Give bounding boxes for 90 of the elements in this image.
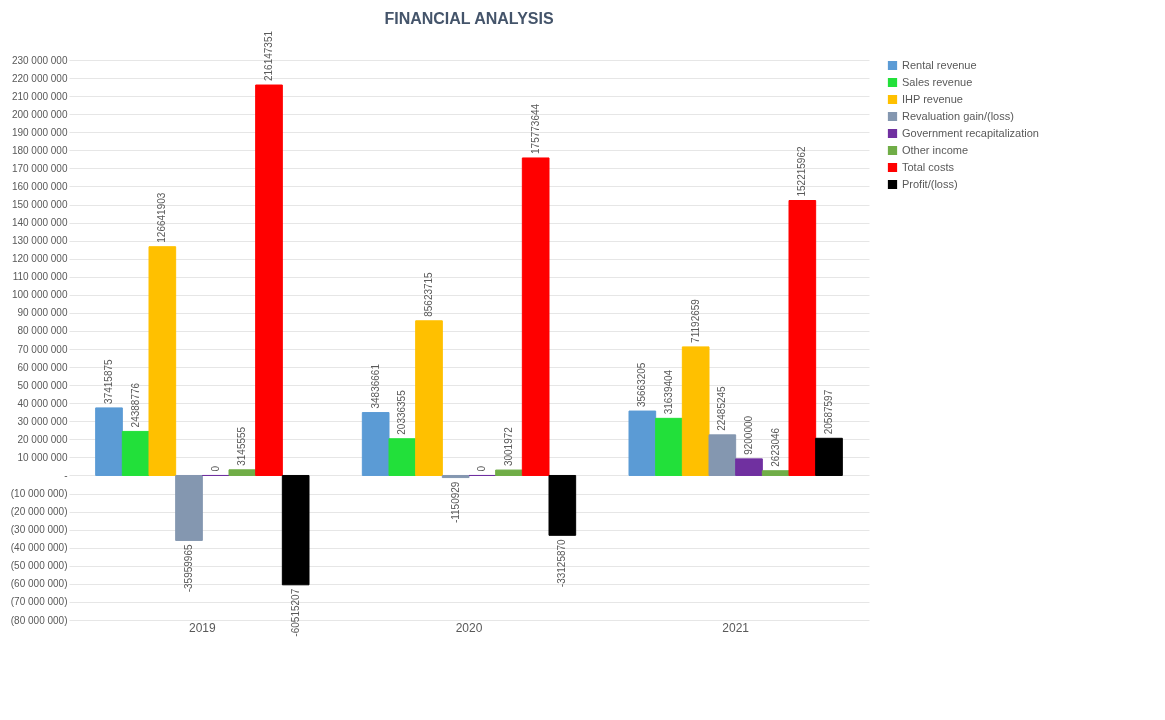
data-label: 22485245 — [716, 385, 728, 431]
bar — [761, 470, 790, 476]
y-tick-label: 220 000 000 — [11, 72, 68, 84]
legend-label: Sales revenue — [902, 75, 973, 88]
data-label: -35959965 — [183, 544, 194, 593]
data-label: 35663205 — [636, 362, 648, 408]
y-tick-label: (70 000 000) — [10, 596, 68, 608]
data-label: 34836661 — [369, 363, 381, 409]
bar — [495, 469, 523, 476]
data-label: 71192659 — [689, 298, 701, 343]
bar — [681, 346, 710, 476]
bar — [735, 458, 763, 476]
y-tick-label: - — [64, 469, 68, 481]
data-label: -60515207 — [289, 588, 301, 637]
y-tick-label: (80 000 000) — [10, 614, 68, 626]
data-label: 20587597 — [823, 389, 834, 435]
data-label: 126641903 — [156, 192, 168, 243]
y-tick-label: 130 000 000 — [11, 235, 68, 247]
legend-label: Total costs — [902, 160, 955, 173]
y-tick-label: 30 000 000 — [17, 415, 68, 427]
y-tick-label: 160 000 000 — [11, 180, 68, 192]
y-tick-label: (10 000 000) — [10, 488, 68, 500]
legend-label: Rental revenue — [902, 58, 977, 71]
bar — [815, 437, 843, 476]
y-tick-label: 40 000 000 — [17, 397, 68, 409]
bar — [708, 434, 737, 476]
bar — [548, 474, 577, 536]
y-tick-label: 100 000 000 — [11, 289, 68, 301]
legend-label: IHP revenue — [902, 92, 963, 105]
y-tick-label: 200 000 000 — [11, 108, 68, 120]
bar — [175, 474, 203, 541]
bar — [228, 469, 257, 476]
bar — [388, 438, 417, 476]
y-tick-label: 230 000 000 — [11, 54, 68, 66]
y-tick-label: 50 000 000 — [17, 379, 68, 391]
data-label: 3145555 — [236, 426, 248, 466]
bar — [361, 412, 390, 476]
data-label: 9200000 — [743, 415, 754, 455]
bar — [628, 410, 657, 476]
y-tick-label: (50 000 000) — [10, 560, 68, 572]
y-tick-label: 70 000 000 — [17, 343, 68, 355]
data-label: 3001972 — [503, 426, 514, 467]
y-tick-label: 210 000 000 — [11, 90, 68, 102]
bar — [255, 84, 283, 476]
y-tick-label: 10 000 000 — [17, 451, 68, 463]
x-tick-label: 2019 — [188, 620, 216, 635]
x-tick-label: 2020 — [455, 620, 483, 635]
data-label: 175773644 — [529, 103, 541, 154]
bar — [121, 430, 150, 476]
data-label: 85623715 — [423, 271, 434, 317]
y-tick-label: (30 000 000) — [10, 524, 68, 536]
legend-label: Revaluation gain/(loss) — [902, 109, 1014, 122]
data-label: 152215962 — [796, 146, 808, 197]
legend-label: Other income — [902, 143, 969, 156]
x-tick-label: 2021 — [722, 620, 750, 635]
data-label: 24388776 — [129, 382, 141, 428]
bar — [441, 474, 470, 479]
data-label: -1150929 — [449, 481, 461, 524]
y-tick-label: 190 000 000 — [11, 126, 68, 138]
legend-label: Profit/(loss) — [902, 177, 958, 190]
chart-title: FINANCIAL ANALYSIS — [384, 9, 554, 27]
data-label: -33125870 — [556, 538, 568, 588]
y-tick-label: (20 000 000) — [10, 506, 68, 518]
y-tick-label: 110 000 000 — [12, 271, 68, 283]
y-tick-label: 80 000 000 — [17, 325, 68, 337]
y-tick-label: 20 000 000 — [17, 433, 68, 445]
bar — [148, 246, 177, 476]
bar — [281, 474, 310, 586]
bar — [521, 157, 550, 476]
legend-label: Government recapitalization — [902, 126, 1039, 139]
y-tick-label: 140 000 000 — [11, 217, 68, 229]
bar — [95, 407, 123, 476]
data-label: 37415875 — [103, 358, 114, 404]
data-label: 0 — [476, 465, 488, 472]
bar — [415, 320, 443, 476]
data-label: 216147351 — [263, 30, 274, 82]
y-tick-label: 90 000 000 — [17, 307, 68, 319]
data-label: 20336355 — [396, 389, 408, 435]
y-tick-label: (40 000 000) — [10, 542, 68, 554]
data-label: 2623046 — [769, 427, 781, 467]
bar — [788, 200, 817, 476]
y-tick-label: 120 000 000 — [11, 253, 68, 265]
y-tick-label: 170 000 000 — [11, 162, 68, 174]
y-tick-label: 150 000 000 — [11, 199, 68, 211]
y-tick-label: (60 000 000) — [10, 578, 68, 590]
y-tick-label: 60 000 000 — [17, 361, 68, 373]
y-tick-label: 180 000 000 — [11, 144, 68, 156]
bar — [655, 417, 683, 476]
data-label: 31639404 — [663, 369, 674, 415]
data-label: 0 — [209, 465, 221, 472]
